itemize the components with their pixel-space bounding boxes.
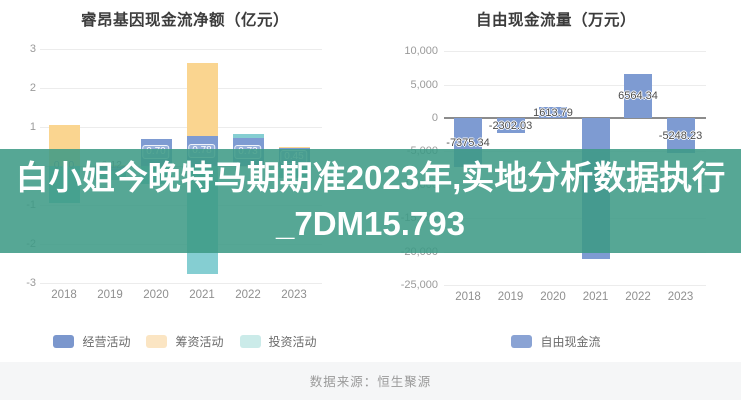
x-axis-label: 2021 bbox=[582, 291, 609, 303]
gridline bbox=[444, 117, 706, 119]
bar-投资活动-2022 bbox=[232, 134, 264, 138]
legend-label: 经营活动 bbox=[82, 335, 131, 349]
bar-自由现金流-2022 bbox=[624, 74, 652, 118]
gridline bbox=[40, 283, 322, 284]
legend-label: 自由现金流 bbox=[540, 335, 601, 349]
legend-item-投资活动: 投资活动 bbox=[239, 333, 317, 350]
bar-value-label: -5248.23 bbox=[658, 129, 703, 142]
legend-swatch bbox=[239, 335, 261, 348]
x-axis-label: 2019 bbox=[97, 289, 123, 301]
x-axis-label: 2023 bbox=[667, 291, 694, 303]
x-axis-label: 2020 bbox=[143, 289, 169, 301]
x-axis-label: 2019 bbox=[497, 291, 524, 303]
bar-自由现金流-2020 bbox=[539, 107, 567, 118]
gridline bbox=[40, 49, 322, 50]
bar-value-label: 6564.34 bbox=[618, 90, 658, 103]
gridline bbox=[444, 84, 706, 86]
bar-筹资活动-2023 bbox=[278, 146, 310, 149]
gridline bbox=[444, 285, 706, 286]
legend-chart-0: 经营活动 筹资活动 投资活动 bbox=[0, 333, 370, 350]
bar-value-label: -2302.03 bbox=[488, 119, 533, 132]
legend-item-经营活动: 经营活动 bbox=[53, 333, 130, 350]
bar-筹资活动-2021 bbox=[186, 63, 218, 136]
y-axis-tick-label: 10,000 bbox=[404, 45, 438, 58]
bar-自由现金流-2023 bbox=[666, 118, 695, 154]
x-axis-label: 2018 bbox=[455, 291, 481, 303]
legend-item-自由现金流: 自由现金流 bbox=[511, 333, 601, 350]
bar-value-label: -7375.34 bbox=[446, 136, 490, 149]
y-axis-tick-label: 2 bbox=[29, 82, 36, 94]
watermark-overlay: 白小姐今晚特马期期准2023年,实地分析数据执行 _7DM15.793 bbox=[0, 149, 741, 253]
right-chart-title: 自由现金流量（万元） bbox=[475, 12, 636, 29]
gridline bbox=[40, 127, 322, 128]
legend-label: 筹资活动 bbox=[175, 335, 224, 349]
watermark-line-2: _7DM15.793 bbox=[276, 205, 465, 242]
left-chart-title: 睿昂基因现金流净额（亿元） bbox=[80, 12, 289, 29]
x-axis-label: 2022 bbox=[235, 289, 261, 301]
gridline bbox=[40, 88, 322, 89]
x-axis-label: 2018 bbox=[51, 289, 77, 301]
legend-label: 投资活动 bbox=[268, 335, 317, 349]
y-axis-tick-label: 0 bbox=[431, 112, 438, 124]
legend-swatch bbox=[53, 335, 75, 348]
bar-value-label: 1613.79 bbox=[533, 106, 573, 119]
y-axis-tick-label: -3 bbox=[26, 277, 36, 289]
data-source-footer: 数据来源：恒生聚源 bbox=[0, 362, 741, 400]
legend-chart-1: 自由现金流 bbox=[371, 333, 741, 350]
bar-自由现金流-2019 bbox=[496, 118, 525, 134]
x-axis-label: 2020 bbox=[540, 291, 566, 303]
data-source-text: 数据来源：恒生聚源 bbox=[309, 375, 432, 389]
legend-swatch bbox=[146, 335, 168, 348]
legend-item-筹资活动: 筹资活动 bbox=[146, 333, 224, 350]
x-axis-label: 2023 bbox=[281, 289, 307, 301]
gridline bbox=[444, 51, 706, 53]
x-axis-label: 2022 bbox=[625, 291, 651, 303]
y-axis-tick-label: 3 bbox=[29, 43, 36, 55]
x-axis-label: 2021 bbox=[189, 289, 215, 301]
watermark-line-1: 白小姐今晚特马期期准2023年,实地分析数据执行 bbox=[15, 159, 726, 196]
y-axis-tick-label: 1 bbox=[29, 121, 36, 133]
legend-swatch bbox=[511, 335, 533, 348]
y-axis-tick-label: -25,000 bbox=[400, 279, 438, 291]
y-axis-tick-label: 5,000 bbox=[410, 78, 438, 91]
